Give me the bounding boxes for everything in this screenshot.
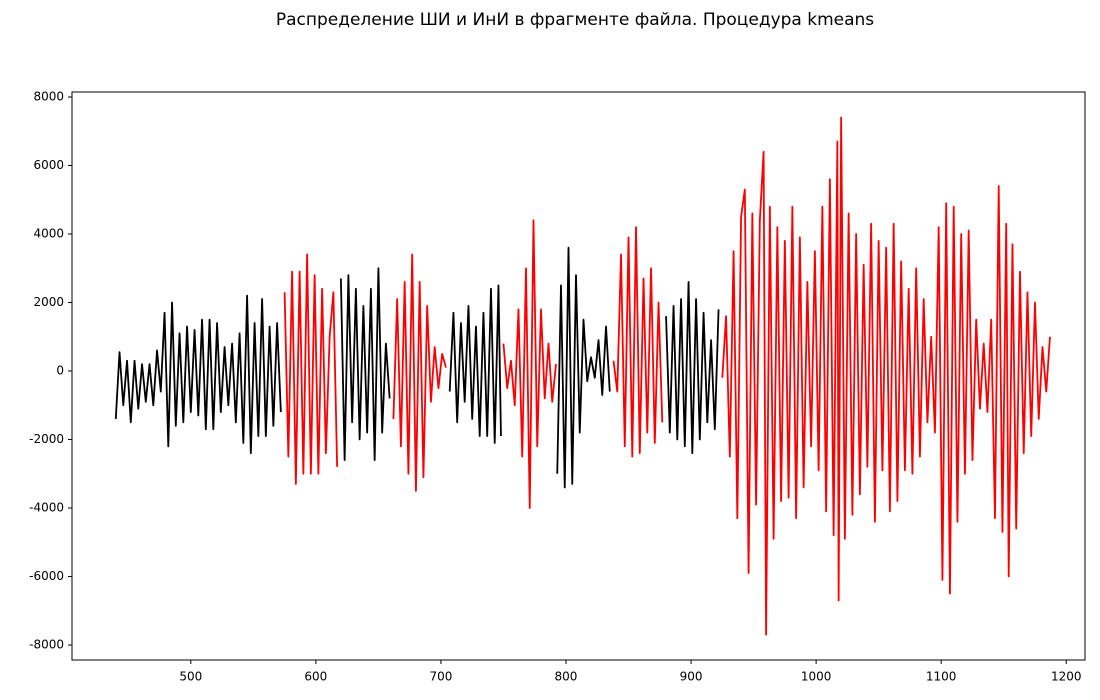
y-tick-label: 8000 xyxy=(33,90,64,104)
series-line xyxy=(283,116,1051,636)
y-tick-label: -6000 xyxy=(29,569,64,583)
x-tick-label: 500 xyxy=(179,670,202,684)
y-tick-label: -4000 xyxy=(29,500,64,514)
x-tick-label: 1000 xyxy=(801,670,832,684)
y-tick-label: 2000 xyxy=(33,295,64,309)
axes-frame xyxy=(71,91,1086,661)
y-tick-label: -2000 xyxy=(29,432,64,446)
x-tick-label: 1100 xyxy=(926,670,957,684)
x-tick-label: 900 xyxy=(680,670,703,684)
plot-area xyxy=(114,116,1051,636)
x-tick-label: 700 xyxy=(429,670,452,684)
y-tick-label: 4000 xyxy=(33,227,64,241)
y-tick-label: 0 xyxy=(56,363,64,377)
y-tick-label: -8000 xyxy=(29,637,64,651)
chart-title: Распределение ШИ и ИнИ в фрагменте файла… xyxy=(276,10,874,30)
y-tick-label: 6000 xyxy=(33,158,64,172)
x-tick-label: 800 xyxy=(555,670,578,684)
x-tick-label: 600 xyxy=(304,670,327,684)
x-tick-label: 1200 xyxy=(1051,670,1082,684)
series-line xyxy=(114,246,720,489)
